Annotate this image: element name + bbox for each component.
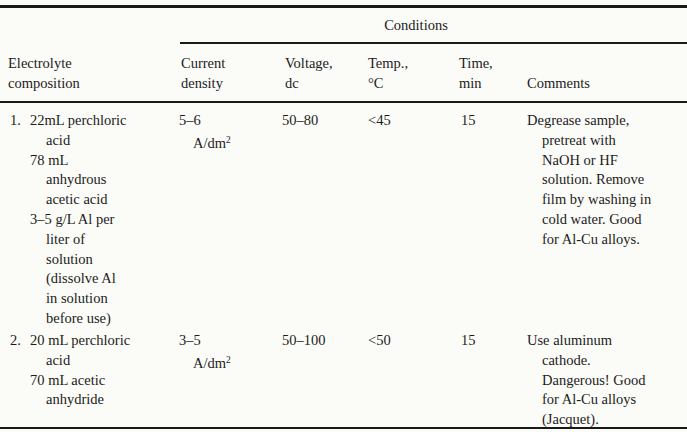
col-header-temp-c: Temp., °C bbox=[368, 54, 408, 94]
col-header-voltage-dc: Voltage, dc bbox=[285, 54, 333, 94]
electrolyte-line: 20 mL perchloric bbox=[30, 331, 130, 351]
row1-cell-time: 15 bbox=[461, 111, 476, 131]
header-underline-rule bbox=[0, 101, 687, 103]
electrolyte-line: 70 mL acetic bbox=[30, 371, 130, 391]
row1-cell-current-density: 5–6 A/dm2 bbox=[179, 111, 231, 153]
row2-cell-electrolyte: 20 mL perchloric acid 70 mL acetic anhyd… bbox=[30, 331, 130, 410]
comment-line: film by washing in bbox=[542, 190, 651, 210]
row2-cell-comments: Use aluminum cathode. Dangerous! Good fo… bbox=[527, 331, 646, 430]
header-line: Current bbox=[181, 54, 225, 74]
table-top-rule bbox=[0, 5, 687, 8]
row1-cell-comments: Degrease sample, pretreat with NaOH or H… bbox=[527, 111, 651, 250]
row1-cell-voltage: 50–80 bbox=[282, 111, 318, 131]
comment-line: for Al-Cu alloys bbox=[542, 390, 646, 410]
header-line: Electrolyte bbox=[8, 54, 80, 74]
header-line: density bbox=[181, 74, 225, 94]
electrolyte-line: 78 mL bbox=[30, 151, 127, 171]
electrolyte-line: 3–5 g/L Al per bbox=[30, 210, 127, 230]
header-line: composition bbox=[8, 74, 80, 94]
current-density-unit: A/dm2 bbox=[193, 131, 231, 153]
comment-line: for Al-Cu alloys. bbox=[542, 230, 651, 250]
current-density-unit: A/dm2 bbox=[193, 351, 231, 373]
comment-line: cold water. Good bbox=[542, 210, 651, 230]
header-line: min bbox=[459, 74, 493, 94]
comment-line: Dangerous! Good bbox=[542, 371, 646, 391]
row2-cell-temp: <50 bbox=[368, 331, 391, 351]
electrolyte-line: before use) bbox=[46, 309, 127, 329]
electrolyte-line: 22mL perchloric bbox=[30, 111, 127, 131]
header-line: °C bbox=[368, 74, 408, 94]
current-density-range: 3–5 bbox=[179, 331, 231, 351]
electrolyte-line: anhydrous bbox=[46, 170, 127, 190]
row2-cell-voltage: 50–100 bbox=[282, 331, 326, 351]
row1-list-number: 1. bbox=[10, 111, 21, 131]
col-header-comments: Comments bbox=[527, 74, 590, 94]
comment-line: Use aluminum bbox=[527, 331, 646, 351]
col-header-current-density: Current density bbox=[181, 54, 225, 94]
conditions-spanner-header: Conditions bbox=[180, 15, 652, 35]
electrolyte-line: acetic acid bbox=[46, 190, 127, 210]
electrolyte-line: anhydride bbox=[46, 390, 130, 410]
comment-line: pretreat with bbox=[542, 131, 651, 151]
electrolyte-line: liter of bbox=[46, 230, 127, 250]
electrolyte-line: acid bbox=[46, 131, 127, 151]
unit-superscript: 2 bbox=[226, 355, 231, 365]
comment-line: cathode. bbox=[542, 351, 646, 371]
row2-cell-current-density: 3–5 A/dm2 bbox=[179, 331, 231, 373]
comment-line: NaOH or HF bbox=[542, 151, 651, 171]
header-line: Comments bbox=[527, 74, 590, 94]
header-line: dc bbox=[285, 74, 333, 94]
current-density-range: 5–6 bbox=[179, 111, 231, 131]
header-line: Temp., bbox=[368, 54, 408, 74]
col-header-electrolyte-composition: Electrolyte composition bbox=[8, 54, 80, 94]
row2-list-number: 2. bbox=[10, 331, 21, 351]
table-bottom-rule bbox=[0, 427, 687, 429]
electrolyte-line: (dissolve Al bbox=[46, 269, 127, 289]
row1-cell-temp: <45 bbox=[368, 111, 391, 131]
header-line: Time, bbox=[459, 54, 493, 74]
col-header-time-min: Time, min bbox=[459, 54, 493, 94]
electrolyte-line: solution bbox=[46, 250, 127, 270]
comment-line: solution. Remove bbox=[542, 170, 651, 190]
comment-line: Degrease sample, bbox=[527, 111, 651, 131]
unit-superscript: 2 bbox=[226, 135, 231, 145]
row1-cell-electrolyte: 22mL perchloric acid 78 mL anhydrous ace… bbox=[30, 111, 127, 329]
row2-cell-time: 15 bbox=[461, 331, 476, 351]
conditions-underline-rule bbox=[180, 42, 687, 44]
electrolyte-line: in solution bbox=[46, 289, 127, 309]
header-line: Voltage, bbox=[285, 54, 333, 74]
electrolyte-line: acid bbox=[46, 351, 130, 371]
unit-base: A/dm bbox=[193, 134, 226, 150]
scanned-table-page: Conditions Electrolyte composition Curre… bbox=[0, 0, 687, 432]
unit-base: A/dm bbox=[193, 354, 226, 370]
